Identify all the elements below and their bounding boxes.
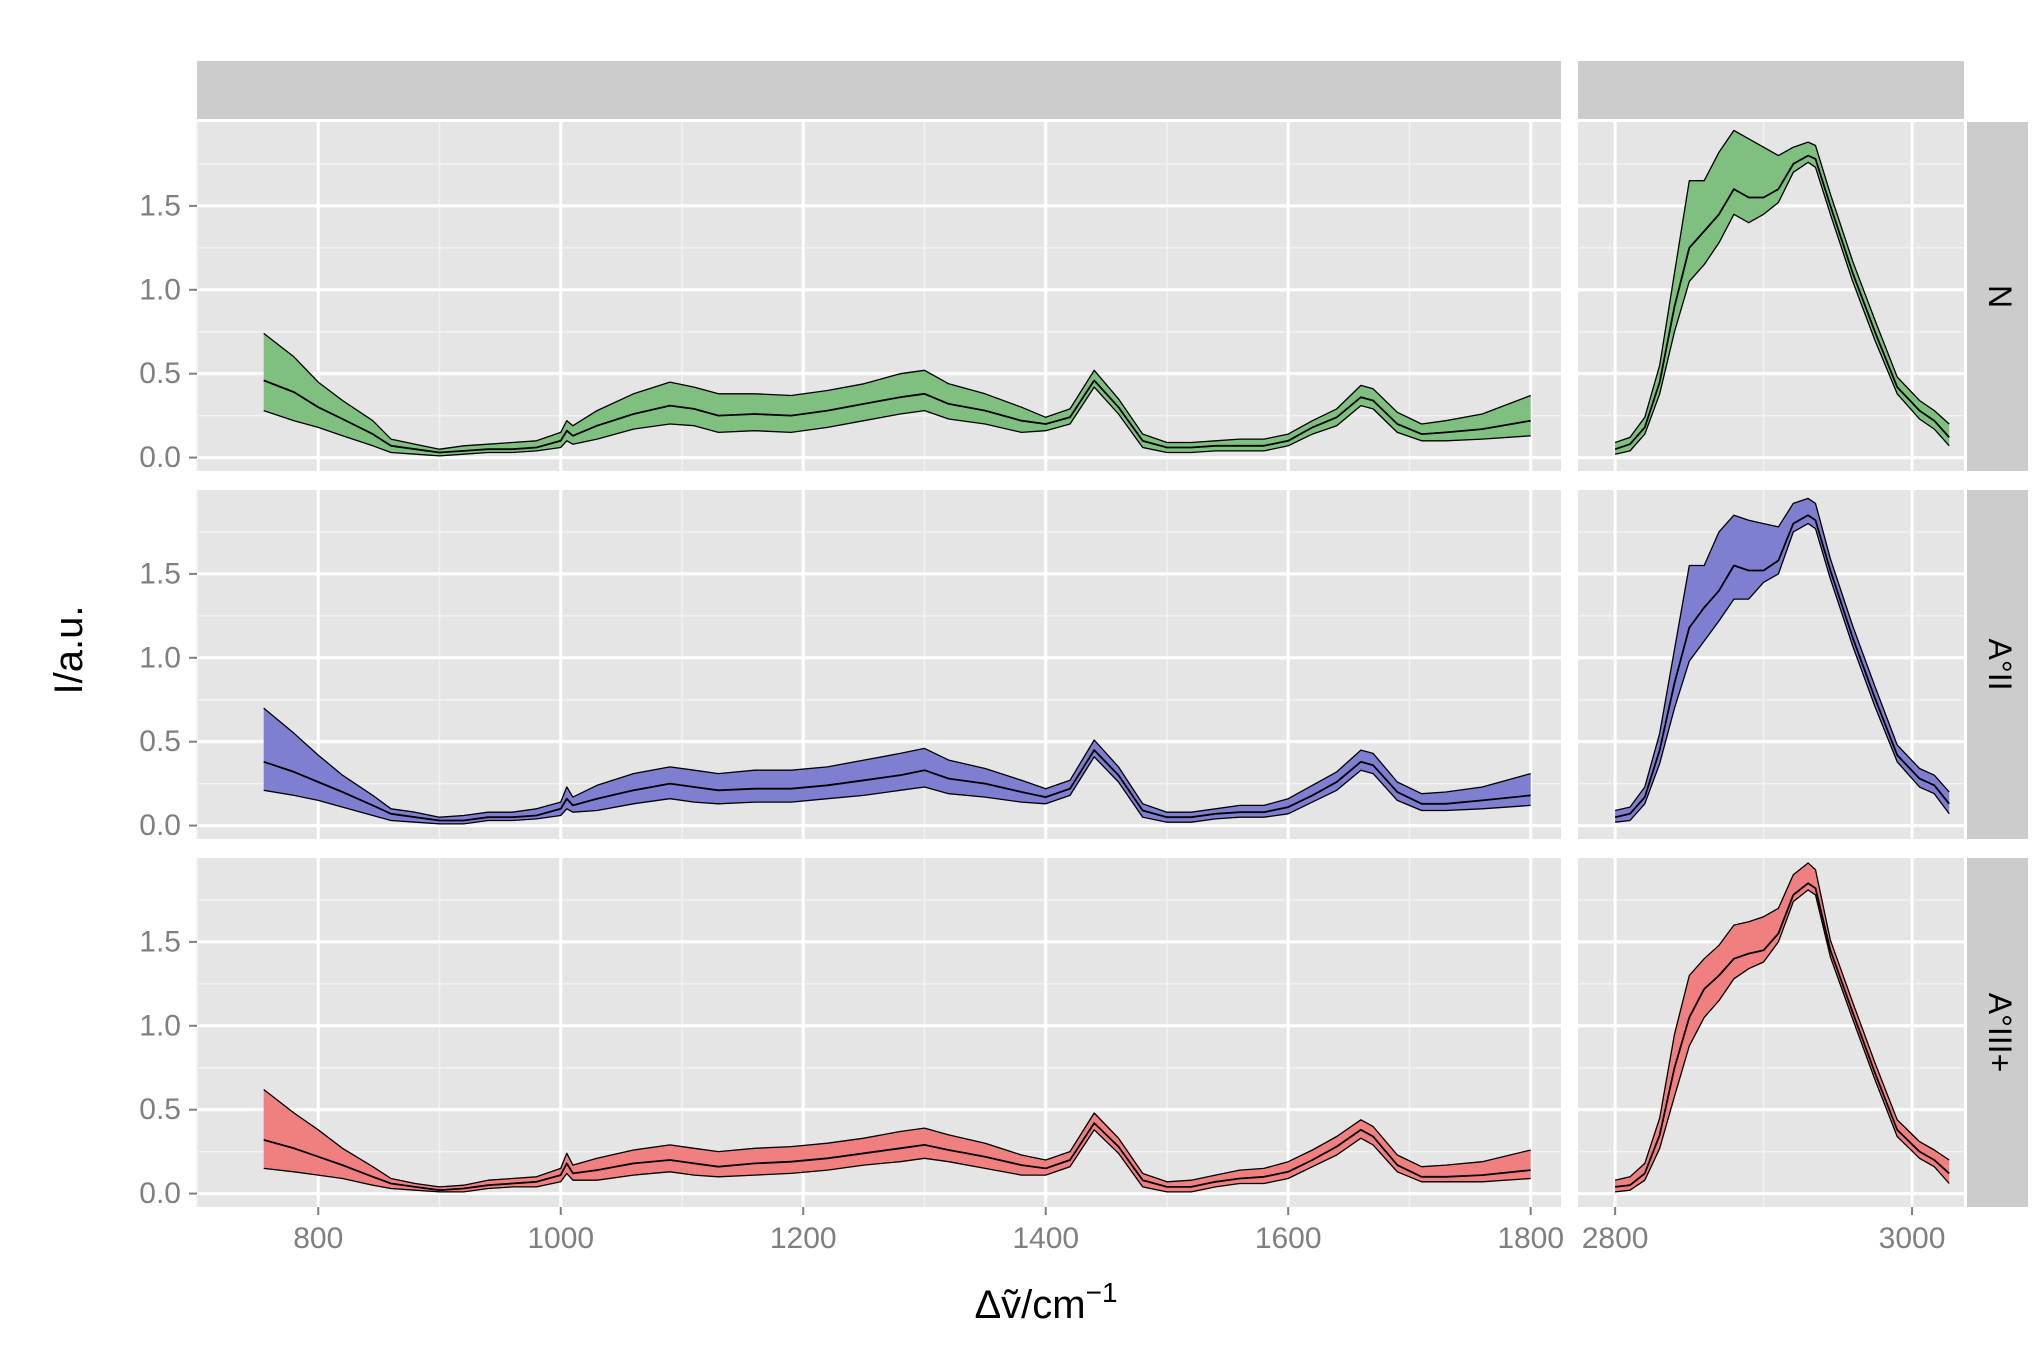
lower-bound-line xyxy=(263,756,1531,825)
upper-bound-line xyxy=(1614,129,1950,444)
ribbon-band xyxy=(1615,130,1950,455)
row-strip-label: N xyxy=(1982,285,2018,308)
mean-line xyxy=(1614,514,1950,819)
panel-2-2 xyxy=(1578,490,1964,839)
lower-bound-line xyxy=(1615,889,1950,1193)
y-tick-label: 0.5 xyxy=(139,725,181,758)
y-tick-label: 0.0 xyxy=(139,441,181,474)
y-tick-label: 0.0 xyxy=(139,1177,181,1210)
x-tick-label: 2800 xyxy=(1582,1222,1649,1255)
y-tick-label: 1.5 xyxy=(139,557,181,590)
row-strip-2 xyxy=(1967,490,2028,839)
panel-background xyxy=(197,122,1561,471)
x-axis-title-unit: cm xyxy=(1032,1283,1085,1327)
mean-line xyxy=(1614,154,1950,451)
x-tick-label: 1800 xyxy=(1497,1222,1564,1255)
y-tick-label: 1.5 xyxy=(139,189,181,222)
x-axis-title-separator: / xyxy=(1021,1283,1033,1327)
panel-background xyxy=(1578,858,1964,1207)
upper-bound-line xyxy=(263,1088,1531,1188)
column-strip-1 xyxy=(197,61,1561,119)
y-tick-label: 0.0 xyxy=(139,809,181,842)
panel-layer: N A°II A°III+ xyxy=(196,61,2028,1207)
row-strip-label: A°III+ xyxy=(1982,993,2018,1073)
row-strip-1 xyxy=(1967,122,2028,471)
x-tick-label: 1400 xyxy=(1012,1222,1079,1255)
upper-bound-line xyxy=(1614,862,1950,1181)
panel-1-2 xyxy=(1578,122,1964,471)
x-tick-label: 1600 xyxy=(1255,1222,1322,1255)
ribbon-band xyxy=(263,333,1531,456)
x-axis-title-exponent: −1 xyxy=(1086,1277,1118,1308)
lower-bound-line xyxy=(1615,522,1950,823)
panel-3-2 xyxy=(1578,858,1964,1207)
lower-bound-line xyxy=(263,386,1531,457)
row-strip-3 xyxy=(1967,858,2028,1207)
panel-2-1 xyxy=(196,490,1561,839)
y-axis-title: I/a.u. xyxy=(47,606,91,695)
title-layer: I/a.u. Δṽ/cm−1 xyxy=(47,606,1118,1327)
y-tick-label: 0.5 xyxy=(139,1093,181,1126)
upper-bound-line xyxy=(263,332,1531,450)
ribbon-band xyxy=(1615,498,1950,823)
lower-bound-line xyxy=(1614,161,1950,455)
y-tick-label: 1.0 xyxy=(139,641,181,674)
axis-layer: 0.0 0.5 1.0 1.5 0.0 0.5 1.0 1.5 0.0 0.5 1.0 1.5 800 1… xyxy=(139,189,1945,1255)
row-strip-label: A°II xyxy=(1982,639,2018,691)
lower-bound-line xyxy=(263,1129,1531,1193)
x-tick-label: 3000 xyxy=(1879,1222,1946,1255)
upper-bound-line xyxy=(263,707,1531,818)
ribbon-band xyxy=(263,1089,1531,1192)
ribbon-band xyxy=(1615,863,1950,1192)
panel-1-1 xyxy=(196,122,1561,471)
mean-line xyxy=(263,1122,1531,1192)
ribbon-band xyxy=(263,708,1531,824)
panel-3-1 xyxy=(196,858,1561,1207)
x-tick-label: 800 xyxy=(293,1222,343,1255)
upper-bound-line xyxy=(1614,497,1950,812)
mean-line xyxy=(263,749,1531,822)
x-axis-title-symbol: Δṽ xyxy=(974,1283,1021,1327)
x-axis-title: Δṽ/cm−1 xyxy=(974,1277,1117,1327)
x-tick-label: 1000 xyxy=(527,1222,594,1255)
y-tick-label: 1.5 xyxy=(139,925,181,958)
mean-line xyxy=(263,379,1531,454)
y-tick-label: 0.5 xyxy=(139,357,181,390)
column-strip-2 xyxy=(1578,61,1964,119)
y-tick-label: 1.0 xyxy=(139,1009,181,1042)
y-tick-label: 1.0 xyxy=(139,273,181,306)
mean-line xyxy=(1614,882,1950,1188)
x-tick-label: 1200 xyxy=(770,1222,837,1255)
